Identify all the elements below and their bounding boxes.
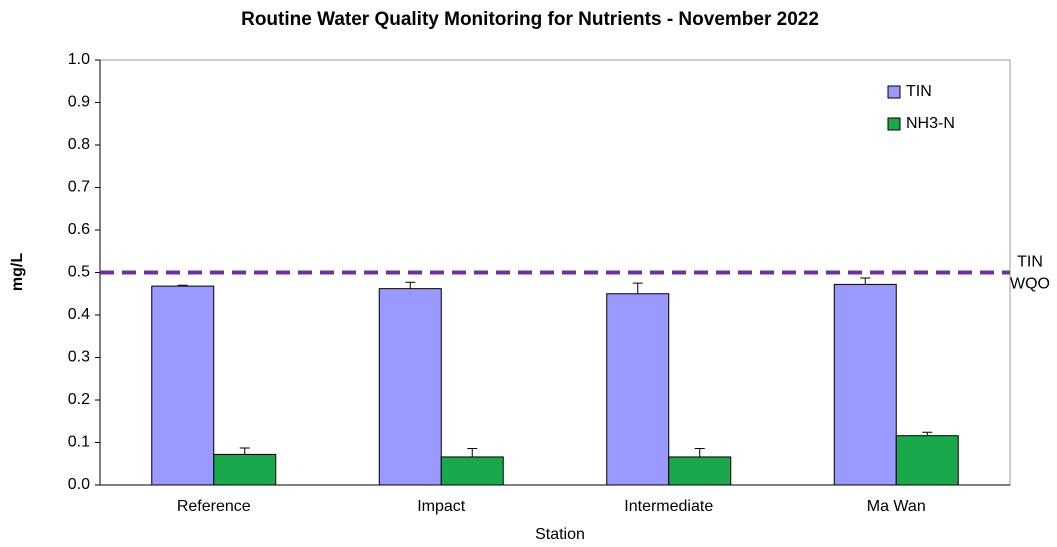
y-tick-label: 0.3 bbox=[68, 349, 90, 366]
error-bar bbox=[860, 277, 871, 285]
x-axis-label: Station bbox=[535, 526, 585, 543]
bar bbox=[606, 293, 670, 486]
y-tick-label: 0.8 bbox=[68, 136, 90, 153]
error-bar bbox=[694, 447, 705, 457]
y-tick-label: 0.4 bbox=[68, 306, 90, 323]
x-tick-label: Ma Wan bbox=[867, 498, 926, 515]
bar bbox=[895, 435, 959, 486]
y-tick-label: 0.6 bbox=[68, 221, 90, 238]
error-bar bbox=[177, 284, 188, 287]
bar bbox=[668, 456, 732, 486]
bar bbox=[213, 453, 277, 486]
legend-label: NH3-N bbox=[906, 115, 955, 132]
bar bbox=[833, 283, 897, 486]
y-tick-label: 0.2 bbox=[68, 391, 90, 408]
error-bar bbox=[632, 282, 643, 294]
y-tick-label: 0.1 bbox=[68, 434, 90, 451]
y-tick-label: 0.0 bbox=[68, 476, 90, 493]
x-tick-label: Reference bbox=[177, 498, 251, 515]
y-tick-label: 0.7 bbox=[68, 179, 90, 196]
legend-label: TIN bbox=[906, 83, 932, 100]
legend-swatch bbox=[887, 117, 901, 131]
legend-swatch bbox=[887, 85, 901, 99]
bar bbox=[151, 285, 215, 486]
y-tick-label: 0.5 bbox=[68, 264, 90, 281]
bar bbox=[440, 456, 504, 486]
x-tick-label: Impact bbox=[417, 498, 466, 515]
chart-title: Routine Water Quality Monitoring for Nut… bbox=[241, 9, 819, 30]
x-tick-label: Intermediate bbox=[624, 498, 713, 515]
error-bar bbox=[239, 447, 250, 455]
y-tick-label: 0.9 bbox=[68, 94, 90, 111]
reference-label: TIN bbox=[1017, 254, 1043, 271]
bar bbox=[378, 288, 442, 486]
y-tick-label: 1.0 bbox=[68, 51, 90, 68]
error-bar bbox=[405, 281, 416, 289]
y-axis-label: mg/L bbox=[9, 253, 26, 291]
reference-label: WQO bbox=[1010, 276, 1050, 293]
error-bar bbox=[467, 447, 478, 457]
error-bar bbox=[922, 431, 933, 436]
